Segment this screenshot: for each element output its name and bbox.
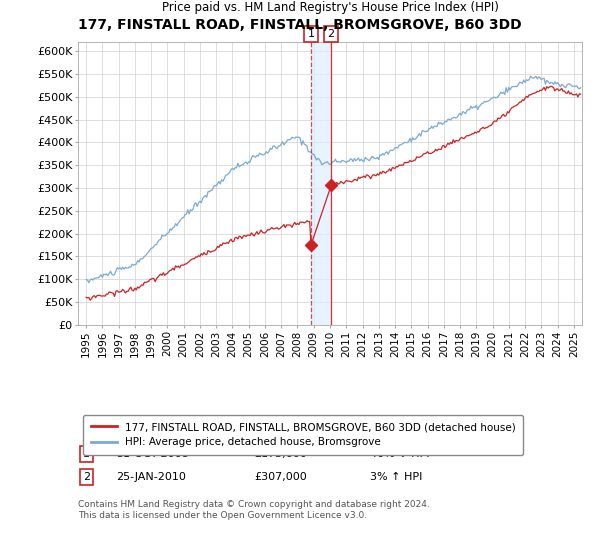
Text: 40% ↓ HPI: 40% ↓ HPI <box>370 449 430 459</box>
Title: Price paid vs. HM Land Registry's House Price Index (HPI): Price paid vs. HM Land Registry's House … <box>161 2 499 15</box>
Text: 1: 1 <box>83 449 90 459</box>
Bar <box>311 42 331 325</box>
Text: 31-OCT-2008: 31-OCT-2008 <box>116 449 188 459</box>
Legend: 177, FINSTALL ROAD, FINSTALL, BROMSGROVE, B60 3DD (detached house), HPI: Average: 177, FINSTALL ROAD, FINSTALL, BROMSGROVE… <box>83 415 523 455</box>
Text: 2: 2 <box>328 29 335 39</box>
Text: 2: 2 <box>83 472 90 482</box>
Text: £175,000: £175,000 <box>254 449 307 459</box>
Text: 1: 1 <box>308 29 314 39</box>
Text: 3% ↑ HPI: 3% ↑ HPI <box>370 472 422 482</box>
Text: £307,000: £307,000 <box>254 472 307 482</box>
Text: 177, FINSTALL ROAD, FINSTALL, BROMSGROVE, B60 3DD: 177, FINSTALL ROAD, FINSTALL, BROMSGROVE… <box>78 18 522 32</box>
Text: Contains HM Land Registry data © Crown copyright and database right 2024.
This d: Contains HM Land Registry data © Crown c… <box>78 500 430 520</box>
Text: 25-JAN-2010: 25-JAN-2010 <box>116 472 185 482</box>
